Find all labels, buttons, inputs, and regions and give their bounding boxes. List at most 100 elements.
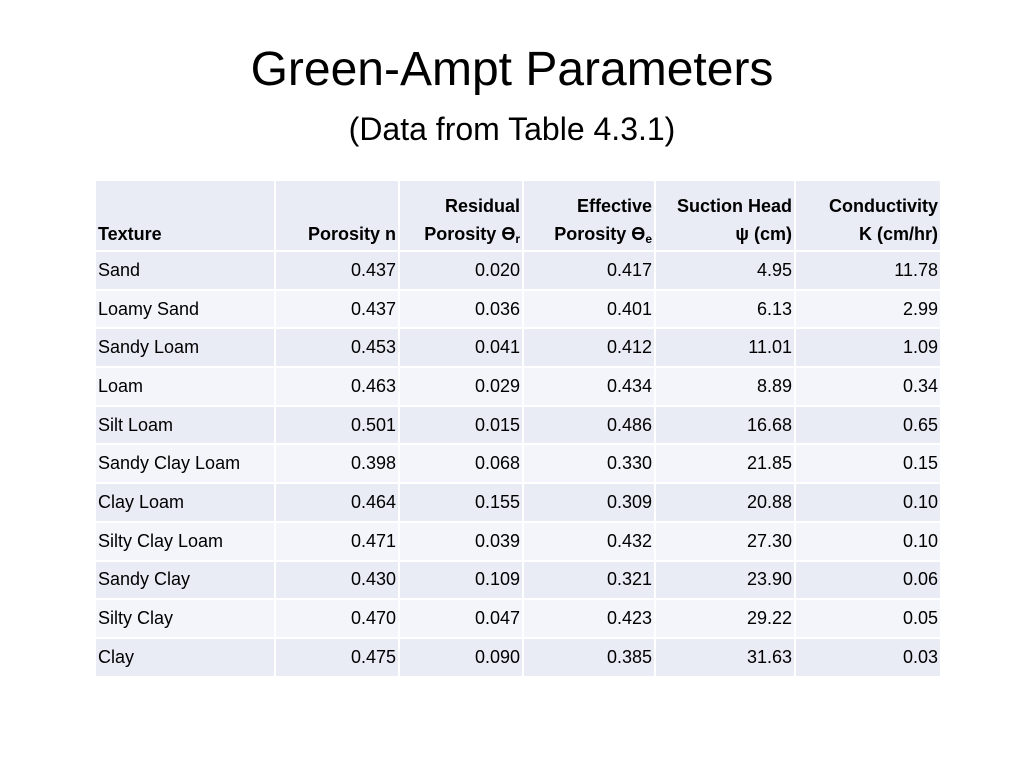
header-effective-sub: e xyxy=(645,232,652,246)
cell-effective: 0.417 xyxy=(522,250,656,291)
cell-suction: 4.95 xyxy=(654,250,796,291)
header-residual-sub: r xyxy=(515,232,520,246)
cell-conductivity: 0.05 xyxy=(794,598,942,639)
table-row: Silty Clay 0.470 0.047 0.423 29.22 0.05 xyxy=(94,598,942,639)
cell-porosity: 0.470 xyxy=(274,598,400,639)
header-residual-line1: Residual xyxy=(444,196,520,216)
cell-suction: 20.88 xyxy=(654,482,796,523)
slide-subtitle: (Data from Table 4.3.1) xyxy=(348,111,676,147)
cell-texture: Sand xyxy=(94,250,276,291)
cell-suction: 16.68 xyxy=(654,404,796,446)
header-residual-line2-wrap: Porosity ϴr xyxy=(402,220,520,248)
cell-suction: 21.85 xyxy=(654,443,796,485)
table-header-row: Texture Porosity n Residual Porosity ϴr … xyxy=(94,179,942,252)
cell-effective: 0.423 xyxy=(522,598,656,639)
cell-residual: 0.036 xyxy=(398,288,524,330)
cell-effective: 0.401 xyxy=(522,288,656,330)
cell-texture: Loam xyxy=(94,366,276,407)
table-row: Silt Loam 0.501 0.015 0.486 16.68 0.65 xyxy=(94,404,942,446)
header-residual-porosity: Residual Porosity ϴr xyxy=(398,179,524,252)
cell-suction: 8.89 xyxy=(654,366,796,407)
cell-effective: 0.321 xyxy=(522,559,656,601)
cell-texture: Clay Loam xyxy=(94,482,276,523)
cell-suction: 6.13 xyxy=(654,288,796,330)
cell-porosity: 0.437 xyxy=(274,288,400,330)
header-effective-line2: Porosity ϴ xyxy=(554,224,646,244)
cell-residual: 0.015 xyxy=(398,404,524,446)
cell-effective: 0.330 xyxy=(522,443,656,485)
header-effective-line2-wrap: Porosity ϴe xyxy=(526,220,652,248)
cell-effective: 0.486 xyxy=(522,404,656,446)
table-row: Loamy Sand 0.437 0.036 0.401 6.13 2.99 xyxy=(94,288,942,330)
cell-residual: 0.090 xyxy=(398,636,524,678)
cell-conductivity: 0.65 xyxy=(794,404,942,446)
table-row: Clay 0.475 0.090 0.385 31.63 0.03 xyxy=(94,636,942,678)
cell-texture: Silty Clay Loam xyxy=(94,520,276,562)
table-row: Loam 0.463 0.029 0.434 8.89 0.34 xyxy=(94,366,942,407)
cell-texture: Sandy Loam xyxy=(94,327,276,369)
cell-conductivity: 0.34 xyxy=(794,366,942,407)
header-porosity: Porosity n xyxy=(274,179,400,252)
cell-porosity: 0.398 xyxy=(274,443,400,485)
cell-porosity: 0.501 xyxy=(274,404,400,446)
header-suction-head: Suction Head ψ (cm) xyxy=(654,179,796,252)
green-ampt-parameters-table: Texture Porosity n Residual Porosity ϴr … xyxy=(94,179,942,678)
table-row: Sandy Clay 0.430 0.109 0.321 23.90 0.06 xyxy=(94,559,942,601)
cell-texture: Silt Loam xyxy=(94,404,276,446)
cell-effective: 0.432 xyxy=(522,520,656,562)
cell-residual: 0.029 xyxy=(398,366,524,407)
cell-texture: Loamy Sand xyxy=(94,288,276,330)
cell-suction: 23.90 xyxy=(654,559,796,601)
header-texture-label: Texture xyxy=(98,224,162,244)
cell-effective: 0.434 xyxy=(522,366,656,407)
cell-residual: 0.109 xyxy=(398,559,524,601)
header-effective-line1: Effective xyxy=(576,196,652,216)
cell-texture: Sandy Clay xyxy=(94,559,276,601)
header-suction-line2: ψ (cm) xyxy=(735,224,792,244)
cell-residual: 0.047 xyxy=(398,598,524,639)
header-suction-line1: Suction Head xyxy=(676,196,792,216)
cell-porosity: 0.475 xyxy=(274,636,400,678)
cell-residual: 0.155 xyxy=(398,482,524,523)
cell-porosity: 0.464 xyxy=(274,482,400,523)
cell-conductivity: 0.15 xyxy=(794,443,942,485)
cell-porosity: 0.463 xyxy=(274,366,400,407)
cell-suction: 31.63 xyxy=(654,636,796,678)
cell-porosity: 0.430 xyxy=(274,559,400,601)
cell-texture: Silty Clay xyxy=(94,598,276,639)
cell-residual: 0.068 xyxy=(398,443,524,485)
cell-suction: 11.01 xyxy=(654,327,796,369)
cell-residual: 0.020 xyxy=(398,250,524,291)
header-conductivity: Conductivity K (cm/hr) xyxy=(794,179,942,252)
cell-conductivity: 1.09 xyxy=(794,327,942,369)
cell-effective: 0.412 xyxy=(522,327,656,369)
header-porosity-label: Porosity n xyxy=(307,224,396,244)
table-row: Clay Loam 0.464 0.155 0.309 20.88 0.10 xyxy=(94,482,942,523)
cell-conductivity: 0.10 xyxy=(794,482,942,523)
table-row: Sand 0.437 0.020 0.417 4.95 11.78 xyxy=(94,250,942,291)
cell-effective: 0.309 xyxy=(522,482,656,523)
cell-suction: 29.22 xyxy=(654,598,796,639)
header-conductivity-line2: K (cm/hr) xyxy=(858,224,938,244)
header-effective-porosity: Effective Porosity ϴe xyxy=(522,179,656,252)
slide-title: Green-Ampt Parameters xyxy=(250,43,774,96)
cell-residual: 0.041 xyxy=(398,327,524,369)
table-row: Sandy Clay Loam 0.398 0.068 0.330 21.85 … xyxy=(94,443,942,485)
header-residual-line2: Porosity ϴ xyxy=(424,224,516,244)
cell-residual: 0.039 xyxy=(398,520,524,562)
cell-conductivity: 0.10 xyxy=(794,520,942,562)
header-conductivity-line1: Conductivity xyxy=(828,196,938,216)
cell-porosity: 0.471 xyxy=(274,520,400,562)
cell-conductivity: 2.99 xyxy=(794,288,942,330)
cell-texture: Sandy Clay Loam xyxy=(94,443,276,485)
header-texture: Texture xyxy=(94,179,276,252)
cell-porosity: 0.453 xyxy=(274,327,400,369)
cell-porosity: 0.437 xyxy=(274,250,400,291)
cell-conductivity: 0.03 xyxy=(794,636,942,678)
cell-effective: 0.385 xyxy=(522,636,656,678)
cell-suction: 27.30 xyxy=(654,520,796,562)
table-row: Silty Clay Loam 0.471 0.039 0.432 27.30 … xyxy=(94,520,942,562)
table-row: Sandy Loam 0.453 0.041 0.412 11.01 1.09 xyxy=(94,327,942,369)
cell-conductivity: 11.78 xyxy=(794,250,942,291)
